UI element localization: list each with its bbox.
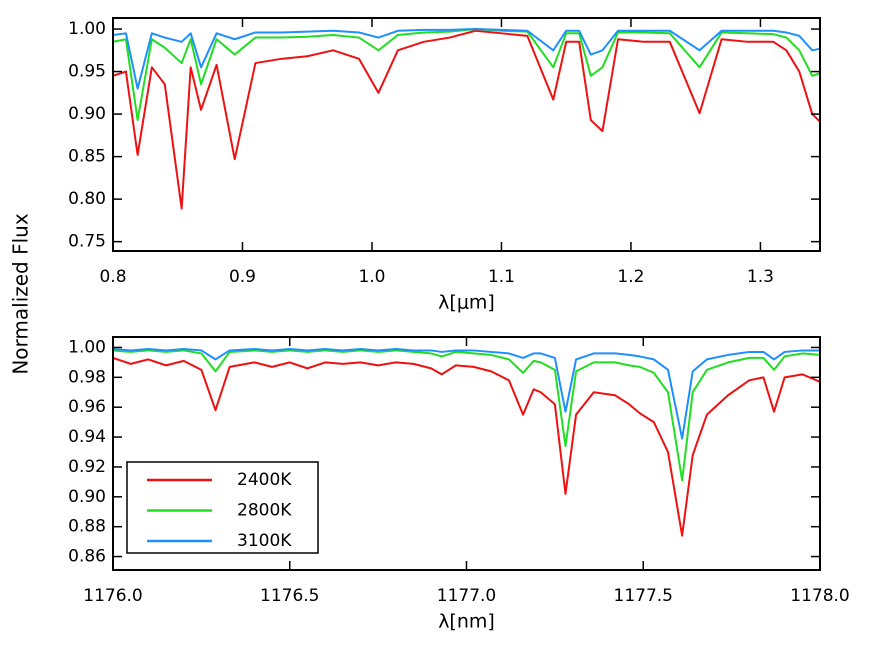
y-tick-label: 0.80	[68, 189, 106, 209]
x-tick-label: 1.2	[617, 267, 644, 287]
spectrum-line	[113, 347, 820, 440]
x-axis-label: λ[μm]	[438, 292, 495, 314]
x-tick-label: 1.3	[747, 267, 774, 287]
y-tick-label: 0.95	[68, 62, 106, 82]
plot-frame	[112, 17, 821, 252]
y-tick-label: 0.90	[68, 104, 106, 124]
spectrum-line	[113, 349, 820, 482]
x-axis-label: λ[nm]	[438, 611, 495, 633]
x-tick-label: 0.9	[229, 267, 256, 287]
y-tick-label: 0.96	[68, 397, 106, 417]
y-tick-label: 0.98	[68, 367, 106, 387]
spectrum-line	[113, 29, 820, 210]
y-tick-label: 0.85	[68, 147, 106, 167]
legend-box	[126, 461, 319, 554]
y-axis-label: Normalized Flux	[9, 213, 33, 375]
x-tick-label: 1.0	[358, 267, 385, 287]
x-tick-label: 1177.0	[437, 586, 496, 606]
spectrum-line	[113, 356, 820, 537]
legend-label: 2400K	[237, 470, 292, 490]
y-tick-label: 1.00	[68, 19, 106, 39]
legend-label: 3100K	[237, 531, 292, 551]
x-tick-label: 1178.0	[790, 586, 849, 606]
spectrum-line	[113, 28, 820, 90]
x-tick-label: 0.8	[99, 267, 126, 287]
y-tick-label: 0.94	[68, 427, 106, 447]
y-tick-label: 0.88	[68, 517, 106, 537]
y-tick-label: 0.90	[68, 487, 106, 507]
y-tick-label: 0.75	[68, 232, 106, 252]
y-tick-label: 1.00	[68, 337, 106, 357]
x-tick-label: 1.1	[488, 267, 515, 287]
legend-label: 2800K	[237, 501, 292, 521]
spectrum-line	[113, 28, 820, 122]
y-tick-label: 0.86	[68, 547, 106, 567]
x-tick-label: 1176.0	[83, 586, 142, 606]
y-tick-label: 0.92	[68, 457, 106, 477]
x-tick-label: 1176.5	[260, 586, 319, 606]
x-tick-label: 1177.5	[614, 586, 673, 606]
